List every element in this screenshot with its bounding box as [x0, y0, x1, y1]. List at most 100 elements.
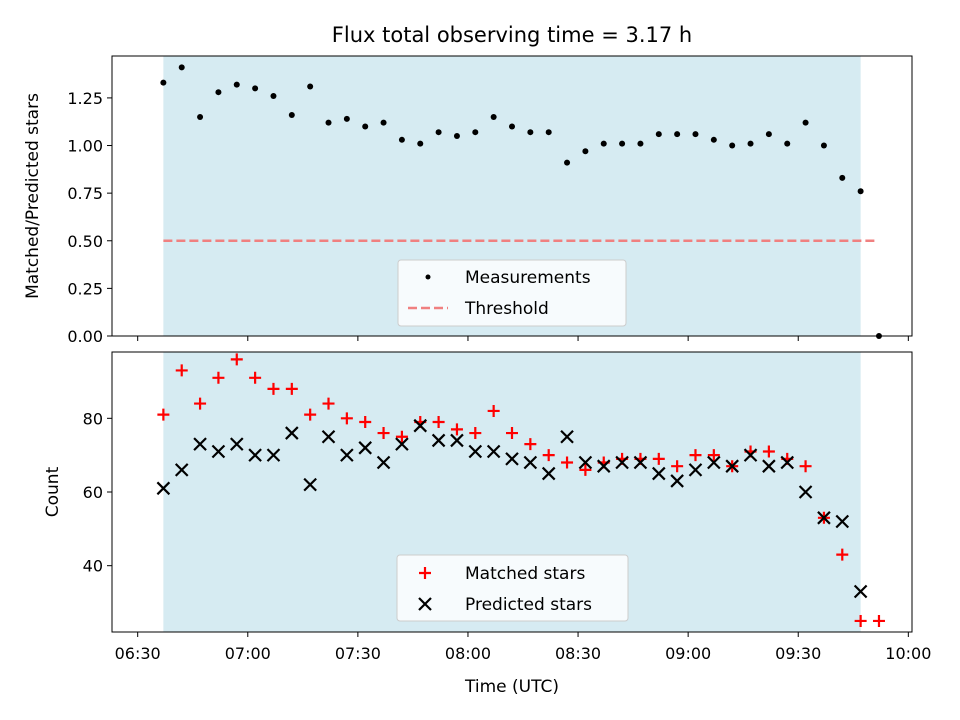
matched-point: [652, 452, 665, 465]
y-tick-label: 0.75: [67, 184, 103, 203]
measurement-point: [380, 119, 387, 126]
matched-point: [762, 445, 775, 458]
matched-point: [671, 460, 684, 473]
legend-marker-predicted: [418, 597, 432, 611]
predicted-point: [578, 455, 593, 470]
legend-label-threshold: Threshold: [464, 299, 549, 319]
bottom-legend: Matched stars Predicted stars: [396, 554, 629, 622]
top-y-axis-label: Matched/Predicted stars: [23, 93, 43, 299]
predicted-point: [798, 485, 813, 499]
predicted-point: [688, 463, 703, 477]
predicted-point: [780, 455, 795, 470]
measurement-point: [509, 123, 515, 130]
y-tick-label: 0.50: [67, 232, 103, 251]
predicted-point: [633, 455, 648, 470]
measurement-point: [802, 119, 809, 126]
x-tick-label: 07:30: [335, 644, 381, 663]
y-tick-label: 1.00: [67, 137, 103, 156]
measurement-point: [710, 136, 717, 143]
measurement-point: [288, 112, 295, 119]
measurement-point: [637, 140, 644, 147]
predicted-point: [248, 448, 262, 462]
matched-point: [689, 449, 702, 462]
matched-point: [854, 614, 867, 627]
measurement-point: [343, 115, 350, 122]
matched-point: [836, 548, 849, 561]
measurement-point: [215, 89, 222, 96]
matched-point: [322, 397, 335, 410]
legend-plus: [419, 567, 431, 579]
measurement-point: [398, 136, 405, 143]
measurement-point: [582, 148, 589, 155]
measurement-point: [545, 129, 552, 136]
x-axis-label: Time (UTC): [464, 677, 559, 697]
measurement-point: [600, 140, 607, 147]
y-tick-label: 80: [83, 409, 103, 428]
predicted-point: [193, 437, 207, 451]
measurement-point: [270, 93, 277, 99]
measurement-point: [674, 131, 681, 138]
legend-label-measurements: Measurements: [465, 268, 591, 288]
measurement-point: [325, 119, 332, 126]
matched-point: [340, 412, 353, 425]
measurement-point: [453, 133, 460, 139]
bottom-axes-frame: [111, 351, 913, 633]
predicted-point: [652, 466, 666, 481]
measurement-point: [564, 159, 571, 166]
predicted-point: [486, 444, 501, 459]
y-tick-label: 40: [83, 557, 103, 576]
matched-point: [707, 449, 720, 462]
matched-point: [249, 371, 262, 384]
measurement-point: [820, 142, 827, 149]
legend-marker-measurements: [425, 274, 431, 280]
matched-point: [542, 449, 555, 462]
predicted-point: [853, 584, 868, 599]
predicted-point: [541, 466, 556, 481]
measurement-point: [417, 140, 424, 147]
x-tick-label: 09:30: [775, 644, 821, 663]
x-tick-label: 10:00: [885, 644, 931, 663]
top-axes-frame: [111, 55, 913, 337]
measurement-point: [472, 129, 479, 136]
chart-title: Flux total observing time = 3.17 h: [332, 23, 692, 47]
predicted-point: [376, 455, 391, 470]
predicted-point: [596, 459, 611, 473]
measurement-point: [765, 131, 772, 138]
matched-point: [212, 371, 225, 384]
predicted-point: [450, 433, 464, 448]
measurement-point: [197, 113, 204, 120]
measurement-point: [692, 131, 699, 138]
x-tick-label: 08:30: [555, 644, 601, 663]
y-tick-label: 1.25: [67, 89, 103, 108]
matched-point: [799, 460, 812, 473]
matched-point: [175, 364, 188, 377]
predicted-point: [266, 448, 281, 462]
bottom-legend-box: [396, 554, 629, 622]
matched-point: [579, 463, 592, 476]
predicted-point: [725, 459, 739, 473]
bottom-series: [156, 353, 885, 627]
matched-point: [194, 397, 207, 410]
measurement-point: [857, 188, 864, 195]
measurement-point: [307, 83, 314, 90]
predicted-point: [211, 444, 226, 459]
measurement-point: [362, 123, 369, 130]
predicted-point: [413, 418, 428, 433]
predicted-point: [762, 459, 776, 473]
matched-point: [304, 408, 317, 421]
matched-point: [285, 382, 298, 395]
top-x-ticks: [137, 336, 909, 341]
top-y-ticks: 0.00 0.25 0.50 0.75 1.00 1.25: [67, 89, 112, 346]
predicted-point: [303, 477, 317, 492]
measurement-point: [490, 113, 497, 120]
predicted-point: [174, 463, 189, 477]
legend-x: [418, 597, 432, 611]
matched-point: [561, 456, 574, 469]
matched-point: [432, 416, 445, 428]
y-tick-label: 0.25: [67, 279, 103, 298]
legend-marker-matched: [419, 567, 431, 579]
measurement-point: [527, 129, 534, 136]
matched-point: [395, 430, 408, 443]
predicted-point: [817, 511, 831, 525]
